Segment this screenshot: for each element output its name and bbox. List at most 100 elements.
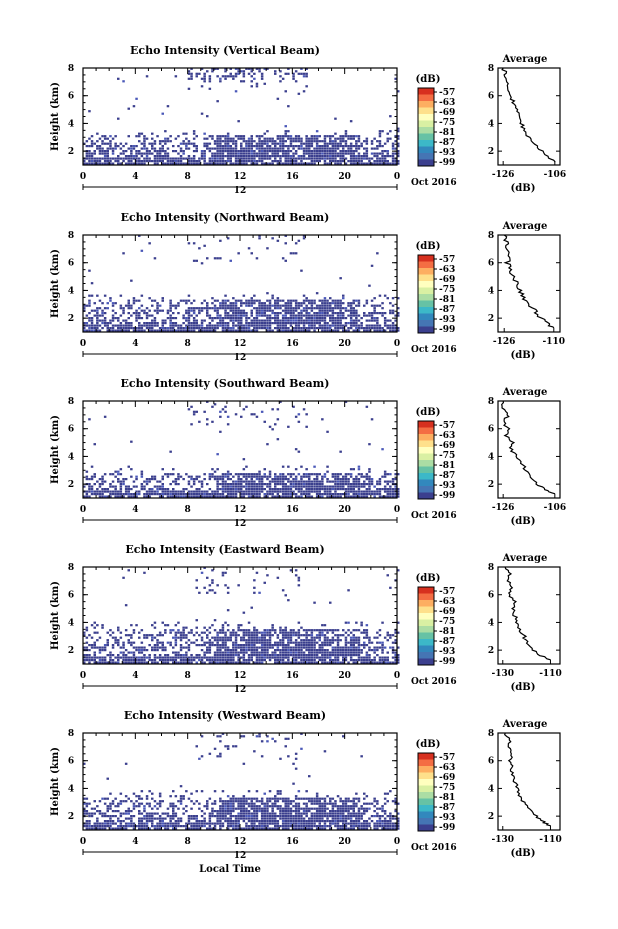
x-tick-label: 4 xyxy=(132,339,138,349)
y-tick-label: 8 xyxy=(68,397,74,407)
colorbar-label: -99 xyxy=(439,823,455,833)
x-tick-label: 0 xyxy=(394,505,400,515)
x-tick-label: 20 xyxy=(338,671,351,681)
colorbar-label: -69 xyxy=(439,275,455,285)
average-y-tick-label: 2 xyxy=(488,147,494,157)
echo-cells xyxy=(83,67,400,165)
beam-panel-2: Echo Intensity (Southward Beam) 2 4 6 8 0 4 8 12… xyxy=(50,377,566,529)
average-x-tick-label: -126 xyxy=(492,170,515,180)
x-tick-label: 0 xyxy=(394,172,400,182)
panel-title: Echo Intensity (Northward Beam) xyxy=(121,211,330,224)
echo-cells xyxy=(83,400,400,498)
colorbar-label: -57 xyxy=(439,421,455,431)
x-tick-label: 4 xyxy=(132,837,138,847)
y-tick-label: 4 xyxy=(68,784,74,794)
y-tick-label: 6 xyxy=(68,259,74,269)
average-line xyxy=(504,566,551,661)
average-y-tick-label: 6 xyxy=(488,591,494,601)
average-title: Average xyxy=(502,221,548,232)
x-tick-label: 4 xyxy=(132,172,138,182)
x-tick-label: 20 xyxy=(338,837,351,847)
colorbar-label: -75 xyxy=(439,285,455,295)
panel-title: Echo Intensity (Eastward Beam) xyxy=(125,543,324,556)
average-x-label: (dB) xyxy=(511,516,536,527)
average-y-tick-label: 8 xyxy=(488,563,494,573)
colorbar-unit: (dB) xyxy=(416,573,441,584)
x-tick-label: 20 xyxy=(338,172,351,182)
average-x-tick-label: -126 xyxy=(493,337,516,347)
colorbar-label: -63 xyxy=(439,431,455,441)
echo-cells xyxy=(83,566,400,664)
colorbar-label: -99 xyxy=(439,325,455,335)
date-label: 12 xyxy=(234,519,247,529)
average-x-label: (dB) xyxy=(511,682,536,693)
x-tick-label: 0 xyxy=(80,671,86,681)
x-tick-label: 8 xyxy=(185,339,191,349)
colorbar-label: -69 xyxy=(439,108,455,118)
colorbar-label: -87 xyxy=(439,803,455,813)
colorbar-label: -63 xyxy=(439,98,455,108)
x-tick-label: 12 xyxy=(234,505,247,515)
x-tick-label: 20 xyxy=(338,339,351,349)
average-x-label: (dB) xyxy=(511,848,536,859)
average-profile: Average 2 4 6 8 -130 -110(dB) xyxy=(488,719,562,859)
y-tick-label: 2 xyxy=(68,147,74,157)
colorbar-label: -99 xyxy=(439,657,455,667)
y-axis-label: Height (km) xyxy=(50,747,61,816)
x-tick-label: 12 xyxy=(234,837,247,847)
beam-panel-4: Echo Intensity (Westward Beam) 2 4 6 8 0 4 8 12 1… xyxy=(50,709,562,875)
colorbar-frame xyxy=(417,752,435,832)
average-line xyxy=(501,67,556,163)
month-label: Oct 2016 xyxy=(411,345,457,355)
y-tick-label: 4 xyxy=(68,286,74,296)
average-y-tick-label: 4 xyxy=(488,286,494,296)
y-tick-label: 2 xyxy=(68,314,74,324)
y-tick-label: 6 xyxy=(68,757,74,767)
y-tick-label: 6 xyxy=(68,591,74,601)
beam-panel-3: Echo Intensity (Eastward Beam) 2 4 6 8 0 4 8 12 1… xyxy=(50,543,562,695)
y-tick-label: 2 xyxy=(68,812,74,822)
colorbar-label: -81 xyxy=(439,295,455,305)
colorbar: -57-63-69-75-81-87-93-99 xyxy=(417,87,455,168)
average-y-tick-label: 8 xyxy=(488,729,494,739)
colorbar-label: -69 xyxy=(439,607,455,617)
x-tick-label: 0 xyxy=(394,837,400,847)
average-y-tick-label: 4 xyxy=(488,452,494,462)
colorbar-unit: (dB) xyxy=(416,241,441,252)
month-label: Oct 2016 xyxy=(411,843,457,853)
average-profile: Average 2 4 6 8 -130 -110(dB) xyxy=(488,553,562,693)
colorbar: -57-63-69-75-81-87-93-99 xyxy=(417,586,455,667)
average-y-tick-label: 8 xyxy=(488,231,494,241)
colorbar-unit: (dB) xyxy=(416,74,441,85)
average-frame xyxy=(497,732,561,831)
panel-title: Echo Intensity (Southward Beam) xyxy=(121,377,330,390)
colorbar-unit: (dB) xyxy=(416,739,441,750)
colorbar-label: -57 xyxy=(439,88,455,98)
beam-panel-0: Echo Intensity (Vertical Beam) 2 4 6 8 0 4 8 12 1… xyxy=(50,44,566,196)
average-y-tick-label: 2 xyxy=(488,314,494,324)
colorbar-label: -75 xyxy=(439,783,455,793)
average-frame xyxy=(497,566,561,665)
colorbar-label: -99 xyxy=(439,158,455,168)
average-x-tick-label: -106 xyxy=(544,503,567,513)
y-tick-label: 8 xyxy=(68,563,74,573)
colorbar-label: -57 xyxy=(439,587,455,597)
colorbar-label: -87 xyxy=(439,305,455,315)
y-axis-label: Height (km) xyxy=(50,82,61,151)
colorbar-label: -57 xyxy=(439,753,455,763)
x-tick-label: 12 xyxy=(234,339,247,349)
colorbar-label: -81 xyxy=(439,461,455,471)
average-x-tick-label: -110 xyxy=(543,337,566,347)
echo-cells xyxy=(83,732,400,830)
x-tick-label: 0 xyxy=(80,339,86,349)
beam-panel-1: Echo Intensity (Northward Beam) 2 4 6 8 0 4 8 12… xyxy=(50,211,565,363)
average-y-tick-label: 4 xyxy=(488,618,494,628)
colorbar-label: -63 xyxy=(439,763,455,773)
colorbar-label: -81 xyxy=(439,128,455,138)
x-tick-label: 8 xyxy=(185,505,191,515)
colorbar: -57-63-69-75-81-87-93-99 xyxy=(417,752,455,833)
colorbar-label: -57 xyxy=(439,255,455,265)
colorbar-label: -93 xyxy=(439,315,455,325)
colorbar-label: -75 xyxy=(439,617,455,627)
